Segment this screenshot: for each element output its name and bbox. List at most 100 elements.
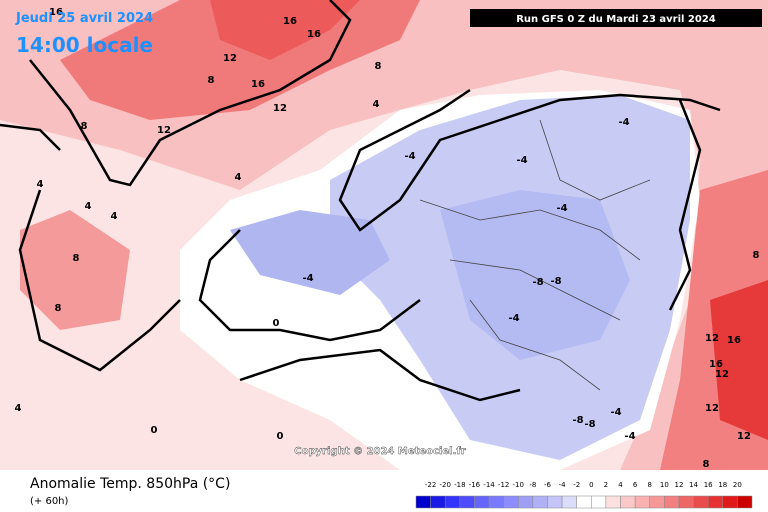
contour-label: 4: [235, 172, 242, 183]
contour-label: 8: [73, 253, 80, 264]
contour-label: 4: [111, 211, 118, 222]
contour-label: 16: [283, 16, 297, 27]
contour-label: 12: [223, 53, 237, 64]
colorbar-label: 8: [648, 481, 652, 489]
warm-core: [210, 0, 360, 60]
colorbar-label: -20: [439, 481, 450, 489]
coastline: [668, 99, 702, 311]
colorbar-swatch: [634, 495, 650, 509]
colorbar-label: 10: [660, 481, 669, 489]
contour-label: 12: [737, 431, 751, 442]
colorbar-label: 14: [689, 481, 698, 489]
colorbar-swatch: [444, 495, 461, 509]
colorbar-label: -10: [513, 481, 524, 489]
colorbar: -22 -20 -18 -16 -14 -12 -10 -8 -6 -4 -2 0 2 4 6 8 10 12 14…: [415, 481, 753, 509]
colorbar-swatch: [459, 495, 475, 509]
contour-label: -4: [624, 431, 635, 442]
colorbar-swatch: [474, 495, 490, 509]
contour-label: -8: [584, 419, 595, 430]
colorbar-swatch: [503, 495, 519, 509]
contour-label: 16: [727, 335, 741, 346]
contour-label: -4: [610, 407, 621, 418]
contour-label: 12: [273, 103, 287, 114]
coastline: [18, 189, 181, 372]
colorbar-label: -22: [425, 481, 436, 489]
contour-label: 4: [15, 403, 22, 414]
contour-label: 8: [208, 75, 215, 86]
colorbar-label: 6: [633, 481, 638, 489]
border: [449, 259, 621, 321]
contour-label: -4: [516, 155, 527, 166]
borders: [419, 119, 651, 391]
coastline: [0, 123, 61, 151]
colorbar-swatch: [518, 495, 534, 509]
cold-core: [440, 190, 630, 360]
coastlines: [0, 0, 721, 402]
contour-label: 8: [753, 250, 760, 261]
contour-label: -4: [302, 273, 313, 284]
contour-label: -4: [404, 151, 415, 162]
colorbar-swatch: [649, 495, 665, 509]
colorbar-swatch: [576, 495, 592, 509]
colorbar-swatch: [707, 495, 724, 509]
cold-core: [230, 210, 390, 295]
contour-label: 4: [373, 99, 380, 110]
colorbar-swatch: [722, 495, 738, 509]
contour-label: 0: [273, 318, 280, 329]
contour-label: -8: [572, 415, 583, 426]
colorbar-label: -4: [559, 481, 567, 489]
border: [539, 119, 651, 201]
contour-label: 8: [375, 61, 382, 72]
border: [469, 299, 601, 391]
warm-area: [20, 210, 130, 330]
run-info: Run GFS 0 Z du Mardi 23 avril 2024: [516, 14, 716, 25]
colorbar-label: -14: [483, 481, 495, 489]
contour-label: 12: [705, 403, 719, 414]
colorbar-swatch: [620, 495, 636, 509]
contour-label: 16: [251, 79, 265, 90]
colorbar-label: 18: [718, 481, 727, 489]
coastline: [239, 348, 521, 402]
colorbar-swatch: [547, 495, 563, 509]
contour-label: -4: [618, 117, 629, 128]
colorbar-label: 4: [618, 481, 623, 489]
warm-core: [710, 280, 768, 440]
footer-title: Anomalie Temp. 850hPa (°C): [30, 476, 230, 492]
colorbar-label: -2: [573, 481, 580, 489]
colorbar-label: 20: [733, 481, 742, 489]
colorbar-label: 0: [589, 481, 593, 489]
contour-label: 12: [157, 125, 171, 136]
contour-label: -8: [550, 276, 561, 287]
colorbar-swatch: [693, 495, 709, 509]
contour-label: 0: [277, 431, 284, 442]
colorbar-label: -6: [544, 481, 552, 489]
forecast-date: Jeudi 25 avril 2024: [15, 11, 153, 26]
contour-label: 12: [705, 333, 719, 344]
contour-label: 0: [151, 425, 158, 436]
contour-label: 12: [715, 369, 729, 380]
footer-lead: (+ 60h): [30, 496, 69, 507]
forecast-time: 14:00 locale: [16, 33, 153, 57]
contour-label: 4: [37, 179, 44, 190]
contour-label: 8: [55, 303, 62, 314]
contour-label: 16: [49, 7, 63, 18]
contour-label: 16: [709, 359, 723, 370]
colorbar-label: -16: [469, 481, 481, 489]
colorbar-swatch: [430, 495, 446, 509]
colorbar-label: -8: [529, 481, 536, 489]
colorbar-swatch: [605, 495, 621, 509]
colorbar-swatch: [532, 495, 548, 509]
colorbar-swatch: [488, 495, 504, 509]
contour-label: 16: [307, 29, 321, 40]
coastline: [338, 88, 721, 232]
run-box: [470, 9, 762, 27]
colorbar-swatch: [415, 495, 431, 509]
colorbar-label: 16: [704, 481, 713, 489]
coastline: [198, 229, 421, 342]
colorbar-swatch: [737, 495, 753, 509]
contour-label: -8: [532, 277, 543, 288]
contour-label: 8: [81, 121, 88, 132]
colorbar-label: -18: [454, 481, 465, 489]
